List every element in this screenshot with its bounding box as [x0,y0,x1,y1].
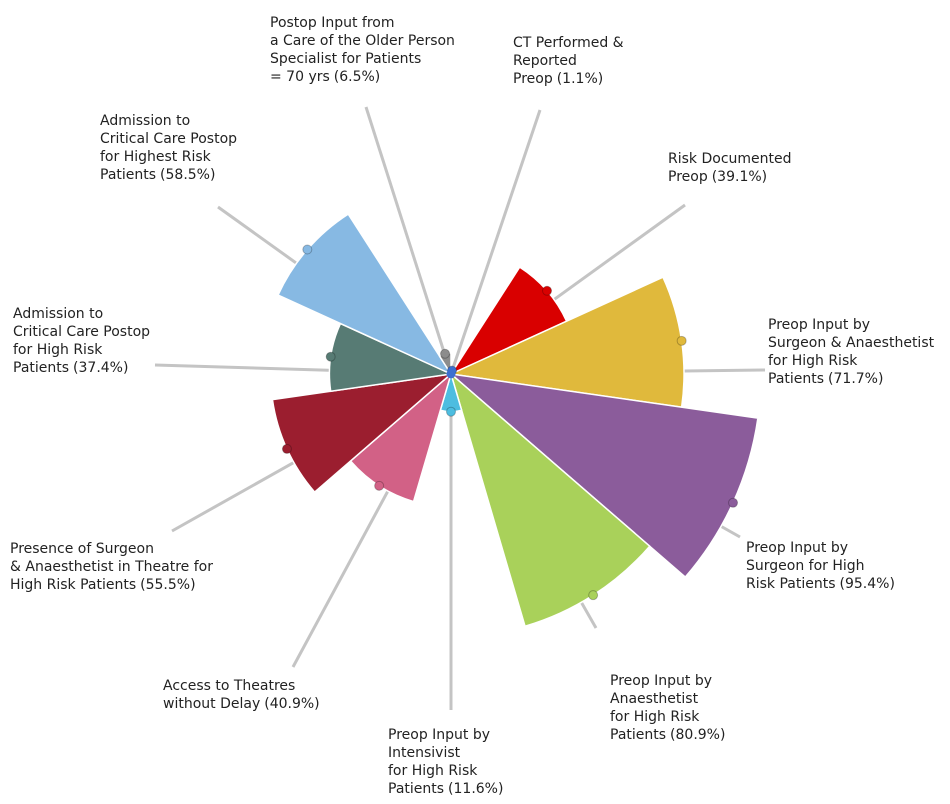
label-line: Patients [100,167,156,183]
label-line: Preop Input by [746,540,848,556]
label-line: Preop Input by [768,317,870,333]
label-line: for High Risk [768,353,858,369]
label-line: Risk Documented [668,151,792,167]
label-line: Surgeon & Anaesthetist [768,335,935,351]
label-line: & Anaesthetist in Theatre for [10,559,213,575]
segment-dot [446,406,456,417]
value-label: (39.1%) [712,169,767,185]
segment-dot [542,285,553,296]
label-line: Surgeon for High [746,558,865,574]
value-label: (80.9%) [670,727,725,743]
label-line: Critical Care Postop [13,324,150,340]
segment-label: Preop Input by Intensivist for High Risk Pa… [388,727,503,797]
label-line: for High Risk [388,763,478,779]
label-line: Specialist for Patients [270,51,421,67]
label-line: Preop Input by [610,673,712,689]
segment-label: Risk Documented Preop (39.1%) [668,151,792,185]
leader-line [364,106,453,375]
value-label: (58.5%) [160,167,215,183]
value-label: (1.1%) [557,71,604,87]
value-label: (95.4%) [840,576,895,592]
segment-dot [676,335,687,346]
label-line: without Delay [163,696,260,712]
value-label: (40.9%) [264,696,319,712]
segment-label: Admission to Critical Care Postop for High… [13,306,150,376]
label-line: for Highest Risk [100,149,212,165]
label-line: Critical Care Postop [100,131,237,147]
label-line: Patients [768,371,824,387]
center-dot [446,369,456,379]
label-line: Anaesthetist [610,691,699,707]
label-line: Admission to [13,306,103,322]
segment-dot [302,244,313,255]
segment-dot [440,348,451,359]
segment-label: Access to Theatres without Delay (40.9%) [163,678,320,712]
segment-label: Preop Input by Surgeon & Anaesthetist for … [768,317,935,387]
value-label: (71.7%) [828,371,883,387]
value-label: (11.6%) [448,781,503,797]
label-line: Postop Input from [270,15,394,31]
label-line: Reported [513,53,577,69]
label-line: Access to Theatres [163,678,295,694]
label-line: Patients [610,727,666,743]
segment-label: Preop Input by Surgeon for High Risk Patie… [746,540,895,592]
labels: CT Performed & Reported Preop (1.1%)Risk Do… [10,15,935,797]
leader-line [449,109,542,375]
segment-label: Preop Input by Anaesthetist for High Risk P… [610,673,725,743]
label-line: Intensivist [388,745,461,761]
segment-label: CT Performed & Reported Preop (1.1%) [513,35,624,87]
label-line: Presence of Surgeon [10,541,154,557]
label-line: Risk Patients [746,576,836,592]
value-label: (6.5%) [334,69,381,85]
value-label: (37.4%) [73,360,128,376]
label-line: High Risk Patients [10,577,136,593]
label-line: Preop [513,71,553,87]
segments [271,213,759,628]
label-line: = 70 yrs [270,69,330,85]
label-line: Patients [13,360,69,376]
label-line: CT Performed & [513,35,624,51]
segment-label: Admission to Critical Care Postop for High… [100,113,237,183]
label-line: a Care of the Older Person [270,33,455,49]
segment-label: Postop Input from a Care of the Older Per… [270,15,455,85]
label-line: for High Risk [13,342,103,358]
label-line: Patients [388,781,444,797]
label-line: Admission to [100,113,190,129]
segment-dot [325,351,336,362]
segment-dot [374,480,385,491]
label-line: Preop [668,169,708,185]
value-label: (55.5%) [140,577,195,593]
segment-dot [588,590,599,601]
label-line: for High Risk [610,709,700,725]
segment-dot [281,443,292,454]
segment-label: Presence of Surgeon & Anaesthetist in The… [10,541,213,593]
segment-dot [728,497,739,508]
label-line: Preop Input by [388,727,490,743]
